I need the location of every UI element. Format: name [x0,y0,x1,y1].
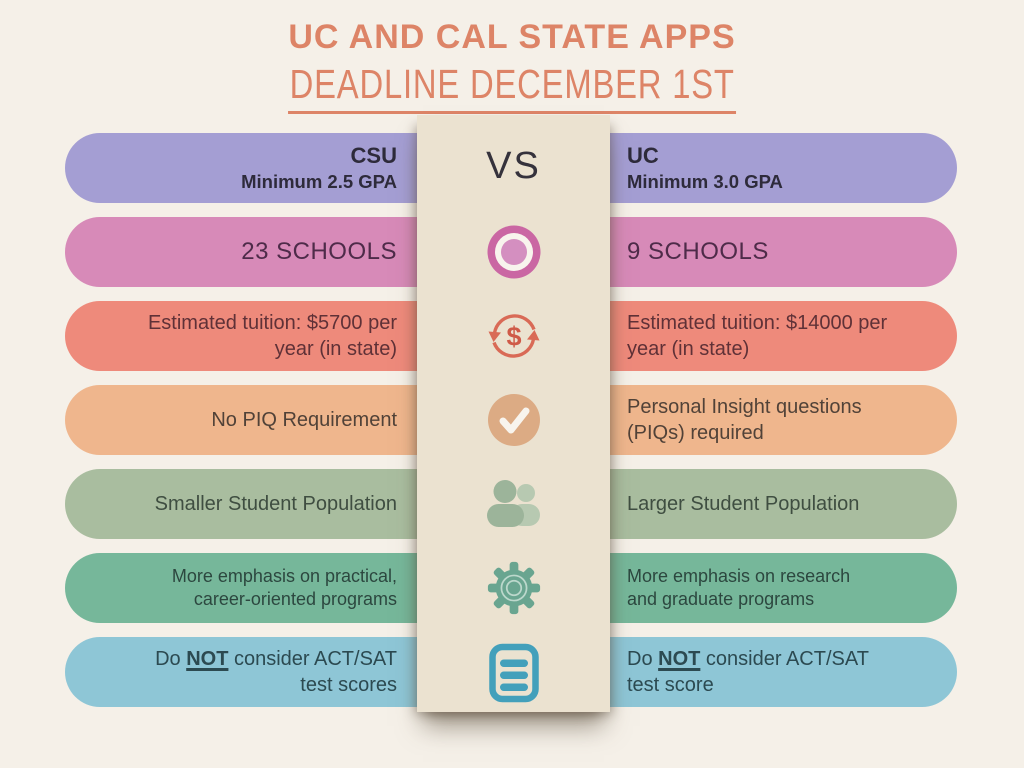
csu-tests-line2: test scores [300,674,397,696]
uc-piq-line2: (PIQs) required [627,422,764,444]
center-divider: VS $ [417,115,610,712]
vs-label: VS [486,145,541,187]
csu-schools-count: 23 SCHOOLS [241,238,397,266]
csu-programs-line2: career-oriented programs [193,589,397,609]
csu-programs-line1: More emphasis on practical, [171,565,397,586]
csu-tuition-line2: year (in state) [274,338,397,360]
uc-programs-line2: and graduate programs [627,589,815,609]
document-icon [488,643,539,703]
people-icon [486,480,540,527]
uc-tuition-line2: year (in state) [627,338,750,360]
uc-schools-count: 9 SCHOOLS [627,238,769,266]
csu-tests-suffix: consider ACT/SAT [228,648,397,670]
deadline-text: DEADLINE DECEMBER 1ST [287,61,737,114]
uc-piq-line1: Personal Insight questions [627,396,862,418]
svg-text:$: $ [506,322,521,352]
csu-piq-text: No PIQ Requirement [211,409,397,431]
csu-tests-prefix: Do [155,648,187,670]
page-title: UC AND CAL STATE APPS [288,18,736,56]
csu-tests-line1: Do NOT consider ACT/SAT [155,646,397,672]
csu-population-text: Smaller Student Population [154,493,397,515]
dollar-cycle-icon: $ [488,314,539,358]
header: UC AND CAL STATE APPS DEADLINE DECEMBER … [0,18,1024,114]
uc-label: UC [627,142,659,168]
check-circle-icon [487,394,540,446]
csu-label: CSU [350,142,397,168]
uc-population-text: Larger Student Population [627,493,860,515]
gear-icon [487,561,540,615]
page-subtitle: DEADLINE DECEMBER 1ST [0,61,1024,114]
uc-tests-not: NOT [658,648,701,670]
uc-tests-suffix: consider ACT/SAT [700,648,869,670]
uc-tests-prefix: Do [627,648,659,670]
csu-min-gpa: Minimum 2.5 GPA [241,171,397,193]
uc-min-gpa: Minimum 3.0 GPA [627,171,783,193]
uc-tests-line2: test score [627,674,714,696]
uc-programs-line1: More emphasis on research [627,565,851,586]
uc-tests-line1: Do NOT consider ACT/SAT [627,646,869,672]
target-icon [487,225,540,279]
csu-tests-not: NOT [186,648,229,670]
uc-tuition-line1: Estimated tuition: $14000 per [627,312,888,334]
csu-tuition-line1: Estimated tuition: $5700 per [147,312,397,334]
